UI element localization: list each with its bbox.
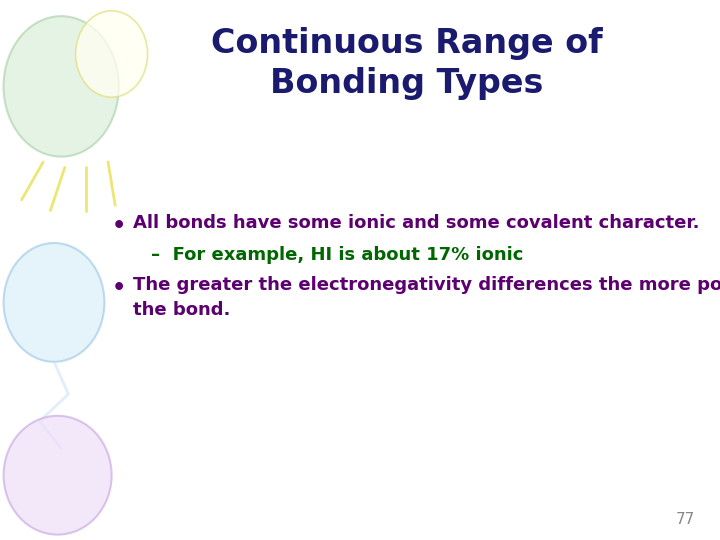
Text: All bonds have some ionic and some covalent character.: All bonds have some ionic and some coval… — [133, 214, 700, 232]
Ellipse shape — [4, 243, 104, 362]
Text: Continuous Range of
Bonding Types: Continuous Range of Bonding Types — [211, 27, 603, 99]
Text: 77: 77 — [675, 511, 695, 526]
Text: The greater the electronegativity differences the more polar
the bond.: The greater the electronegativity differ… — [133, 276, 720, 320]
Text: –  For example, HI is about 17% ionic: – For example, HI is about 17% ionic — [151, 246, 523, 264]
Ellipse shape — [4, 416, 112, 535]
Ellipse shape — [4, 16, 119, 157]
Text: •: • — [112, 216, 126, 236]
Ellipse shape — [76, 11, 148, 97]
Text: •: • — [112, 278, 126, 298]
